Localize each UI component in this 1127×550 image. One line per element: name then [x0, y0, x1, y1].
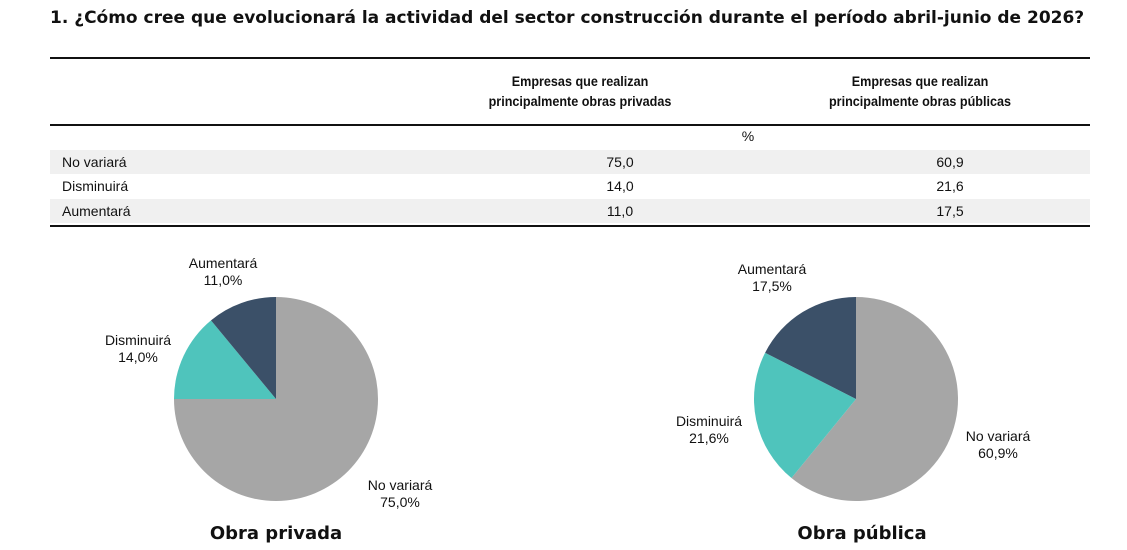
slice-value-label: 11,0% — [204, 272, 243, 288]
slice-value-label: 60,9% — [978, 445, 1018, 461]
table-row: Disminuirá 14,0 21,6 — [50, 174, 1090, 198]
unit-label: % — [741, 128, 755, 144]
slice-category-label: No variará — [966, 428, 1031, 444]
cell-publicas: 17,5 — [936, 203, 964, 219]
column-header-publicas: Empresas que realizan principalmente obr… — [794, 71, 1046, 111]
slice-value-label: 17,5% — [752, 278, 792, 294]
slice-category-label: Disminuirá — [676, 413, 742, 429]
column-header-publicas-line2: principalmente obras públicas — [828, 93, 1012, 109]
slice-category-label: Disminuirá — [105, 332, 171, 348]
slice-category-label: No variará — [368, 477, 433, 493]
table-header-rule — [50, 124, 1090, 126]
row-label: No variará — [62, 154, 127, 170]
pie-slice-aumentar- — [210, 297, 276, 399]
column-header-privadas-line1: Empresas que realizan — [511, 73, 649, 89]
row-label: Disminuirá — [62, 178, 129, 194]
cell-privadas: 14,0 — [606, 178, 634, 194]
column-header-publicas-line1: Empresas que realizan — [851, 73, 989, 89]
table-bottom-rule — [50, 225, 1090, 227]
column-header-privadas: Empresas que realizan principalmente obr… — [454, 71, 706, 111]
slice-category-label: Aumentará — [738, 261, 807, 277]
pie-slice-no-variar- — [791, 297, 959, 502]
pie-slice-disminuir- — [754, 352, 856, 478]
table-row: No variará 75,0 60,9 — [50, 150, 1090, 174]
question-title: 1. ¿Cómo cree que evolucionará la activi… — [50, 8, 1085, 28]
table-top-rule — [50, 57, 1090, 59]
cell-privadas: 75,0 — [606, 154, 634, 170]
slice-category-label: Aumentará — [189, 255, 258, 271]
column-header-privadas-line2: principalmente obras privadas — [488, 93, 672, 109]
pie-slice-disminuir- — [174, 320, 276, 399]
cell-privadas: 11,0 — [606, 203, 634, 219]
row-label: Aumentará — [62, 203, 131, 219]
table-row: Aumentará 11,0 17,5 — [50, 199, 1090, 223]
chart-title-obra-publica: Obra pública — [797, 523, 927, 544]
cell-publicas: 21,6 — [936, 178, 964, 194]
slice-value-label: 21,6% — [689, 430, 729, 446]
slice-value-label: 14,0% — [118, 349, 158, 365]
pie-slice-aumentar- — [765, 297, 856, 399]
cell-publicas: 60,9 — [936, 154, 964, 170]
slice-value-label: 75,0% — [380, 494, 420, 510]
chart-title-obra-privada: Obra privada — [209, 523, 343, 544]
